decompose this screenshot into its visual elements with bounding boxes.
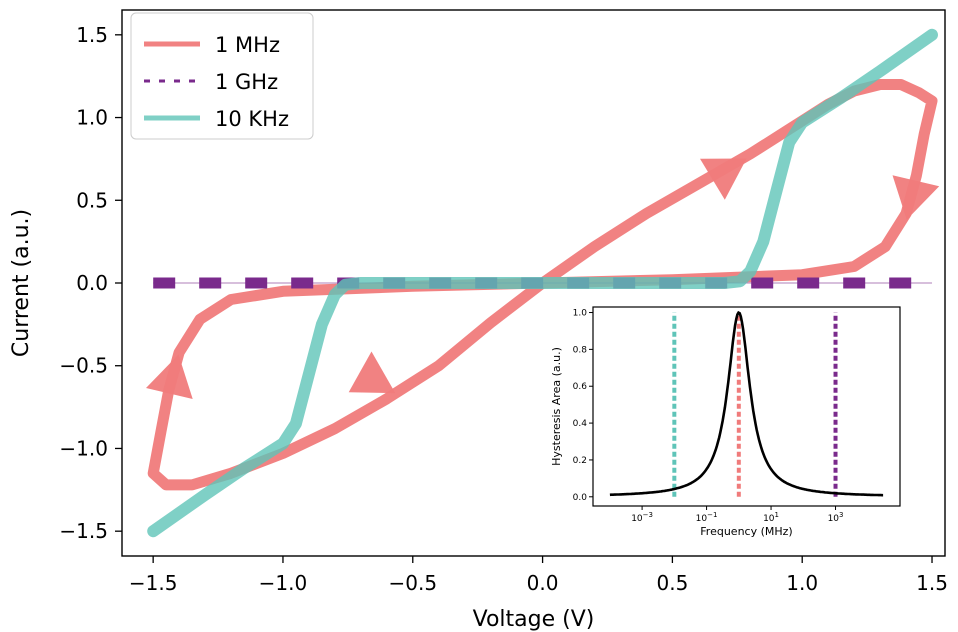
- legend-label-1-mhz: 1 MHz: [215, 33, 280, 57]
- y-tick-label: −1.5: [59, 519, 108, 543]
- direction-arrow-1: [700, 158, 747, 200]
- main-series-group: [147, 28, 938, 538]
- main-plot: −1.5 −1.0 −0.5 0.0 0.5 1.0 1.5 −1.5 −1.0 −0.5 0.0…: [9, 9, 948, 632]
- inset-y-ticks: 0.0 0.2 0.4 0.6 0.8 1.0: [573, 309, 593, 503]
- legend-label-1-ghz: 1 GHz: [215, 70, 278, 94]
- inset-x-ticks: 10−3 10−1 101 103: [631, 506, 843, 524]
- y-tick-label: −0.5: [59, 354, 108, 378]
- main-x-ticks: −1.5 −1.0 −0.5 0.0 0.5 1.0 1.5: [129, 556, 948, 595]
- direction-arrow-4: [146, 354, 193, 399]
- x-axis-label: Voltage (V): [473, 607, 595, 632]
- y-axis-label: Current (a.u.): [9, 209, 34, 357]
- series-1-mhz-line: [147, 79, 938, 491]
- series-10-khz-line: [147, 28, 938, 538]
- direction-arrow-3: [348, 351, 396, 394]
- inset-y-tick-label: 0.6: [573, 382, 588, 392]
- x-tick-label: −1.5: [129, 571, 178, 595]
- inset-y-tick-label: 0.8: [573, 345, 588, 355]
- y-tick-label: −1.0: [59, 436, 108, 460]
- inset-y-tick-label: 1.0: [573, 309, 588, 319]
- main-y-ticks: −1.5 −1.0 −0.5 0.0 0.5 1.0 1.5: [59, 23, 122, 543]
- legend: 1 MHz 1 GHz 10 KHz: [130, 12, 314, 140]
- inset-plot: 10−3 10−1 101 103 0.0 0.2 0.4 0.6 0.8 1.0 Freque…: [550, 306, 901, 538]
- inset-y-axis-label: Hysteresis Area (a.u.): [550, 347, 563, 466]
- inset-x-tick-label: 101: [763, 511, 779, 524]
- inset-plot-frame: [592, 306, 901, 507]
- inset-y-tick-label: 0.2: [573, 456, 587, 466]
- inset-y-tick-label: 0.4: [573, 419, 588, 429]
- inset-background: [593, 307, 900, 506]
- y-tick-label: 1.5: [76, 23, 108, 47]
- inset-x-tick-label: 103: [828, 511, 844, 524]
- x-tick-label: 1.5: [916, 571, 948, 595]
- x-tick-label: 0.5: [656, 571, 688, 595]
- y-tick-label: 0.5: [76, 188, 108, 212]
- inset-frequency-markers: [672, 312, 838, 497]
- y-tick-label: 1.0: [76, 106, 108, 130]
- inset-x-tick-label: 10−3: [631, 511, 653, 524]
- direction-arrows: [146, 158, 940, 399]
- x-tick-label: −1.0: [259, 571, 308, 595]
- x-tick-label: 1.0: [786, 571, 818, 595]
- inset-y-tick-label: 0.0: [573, 493, 588, 503]
- legend-items: 1 MHz 1 GHz 10 KHz: [144, 33, 289, 131]
- inset-curve-group: [609, 310, 884, 497]
- inset-hysteresis-curve: [609, 310, 884, 497]
- inset-x-axis-label: Frequency (MHz): [700, 525, 792, 538]
- inset-x-tick-label: 10−1: [696, 511, 718, 524]
- x-tick-label: 0.0: [527, 571, 559, 595]
- y-tick-label: 0.0: [76, 271, 108, 295]
- direction-arrow-2: [892, 175, 940, 220]
- x-tick-label: −0.5: [388, 571, 437, 595]
- legend-label-10-khz: 10 KHz: [215, 107, 289, 131]
